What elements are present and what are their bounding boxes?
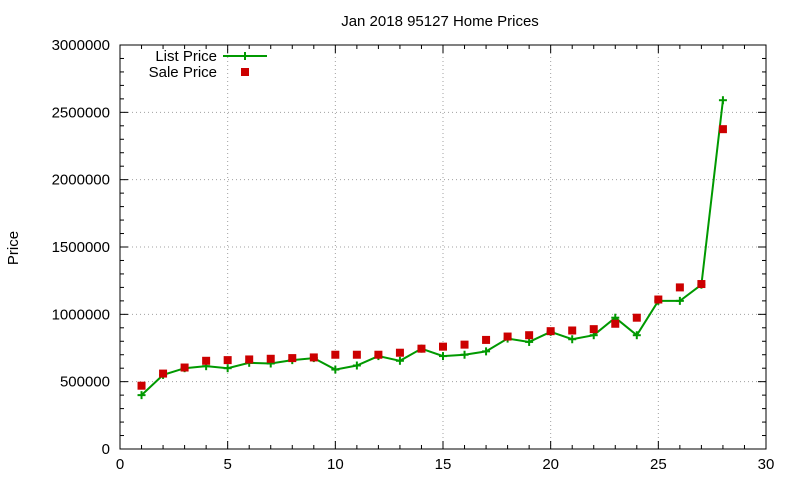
x-tick-label: 0: [116, 456, 124, 473]
x-tick-label: 25: [650, 456, 667, 473]
list-price-point: [632, 331, 641, 340]
x-tick-label: 5: [223, 456, 231, 473]
y-tick-label: 2000000: [52, 172, 110, 189]
sale-price-point: [288, 354, 297, 363]
y-tick-label: 2500000: [52, 104, 110, 121]
y-tick-label: 3000000: [52, 37, 110, 54]
sale-price-point: [439, 342, 447, 351]
y-tick-label: 500000: [60, 374, 110, 391]
list-price-point: [718, 96, 727, 105]
list-price-point: [460, 350, 469, 359]
sale-price-point: [482, 335, 491, 344]
x-tick-label: 15: [435, 456, 452, 473]
y-axis-label: Price: [5, 231, 22, 265]
list-price-point: [137, 391, 146, 400]
sale-price-point: [352, 350, 361, 359]
sale-price-point: [374, 350, 383, 359]
sale-price-point: [223, 356, 232, 365]
x-tick-label: 20: [542, 456, 559, 473]
y-tick-label: 1500000: [52, 239, 110, 256]
sale-price-point: [460, 340, 469, 349]
list-price-line: [140, 100, 724, 396]
legend-marker-sale-price: [241, 68, 249, 76]
sale-price-point: [202, 356, 211, 365]
sale-price-point: [395, 348, 404, 357]
y-tick-label: 0: [102, 441, 110, 458]
list-price-point: [482, 347, 491, 356]
chart-title: Jan 2018 95127 Home Prices: [341, 13, 539, 30]
sale-price-point: [675, 283, 684, 292]
sale-price-point: [417, 344, 426, 353]
sale-price-point: [632, 313, 641, 322]
list-price-point: [331, 365, 340, 374]
plot-frame: [119, 44, 767, 450]
list-price-point: [439, 352, 447, 361]
legend-label-sale-price: Sale Price: [149, 64, 217, 81]
legend-label-list-price: List Price: [155, 48, 217, 65]
list-price-point: [568, 335, 577, 344]
y-tick-label: 1000000: [52, 306, 110, 323]
list-price-point: [352, 361, 361, 370]
grid-lines: [120, 45, 766, 449]
sale-price-point: [503, 332, 512, 341]
sale-price-point: [266, 354, 275, 363]
series-layer: [137, 96, 727, 400]
list-price-point: [395, 356, 404, 365]
sale-price-point: [611, 319, 620, 328]
sale-price-point: [718, 125, 727, 134]
list-price-point: [675, 296, 684, 305]
sale-price-point: [309, 353, 318, 362]
sale-price-point: [245, 355, 254, 364]
sale-price-point: [137, 381, 146, 390]
list-price-point: [223, 364, 232, 373]
tick-labels: 0 5 10 15 20 25 30 0 500000 1000000 1500000 2000000…: [52, 37, 775, 473]
sale-price-point: [654, 295, 663, 304]
x-tick-label: 30: [758, 456, 775, 473]
sale-price-point: [697, 280, 706, 289]
sale-price-point: [546, 327, 555, 336]
sale-price-point: [589, 325, 598, 334]
sale-price-point: [568, 326, 577, 335]
sale-price-point: [180, 363, 189, 372]
sale-price-point: [331, 350, 340, 359]
sale-price-point: [159, 369, 168, 378]
sale-price-point: [525, 331, 534, 340]
x-tick-label: 10: [327, 456, 344, 473]
legend-marker-list-price: [241, 52, 249, 60]
list-price-point: [525, 337, 534, 346]
